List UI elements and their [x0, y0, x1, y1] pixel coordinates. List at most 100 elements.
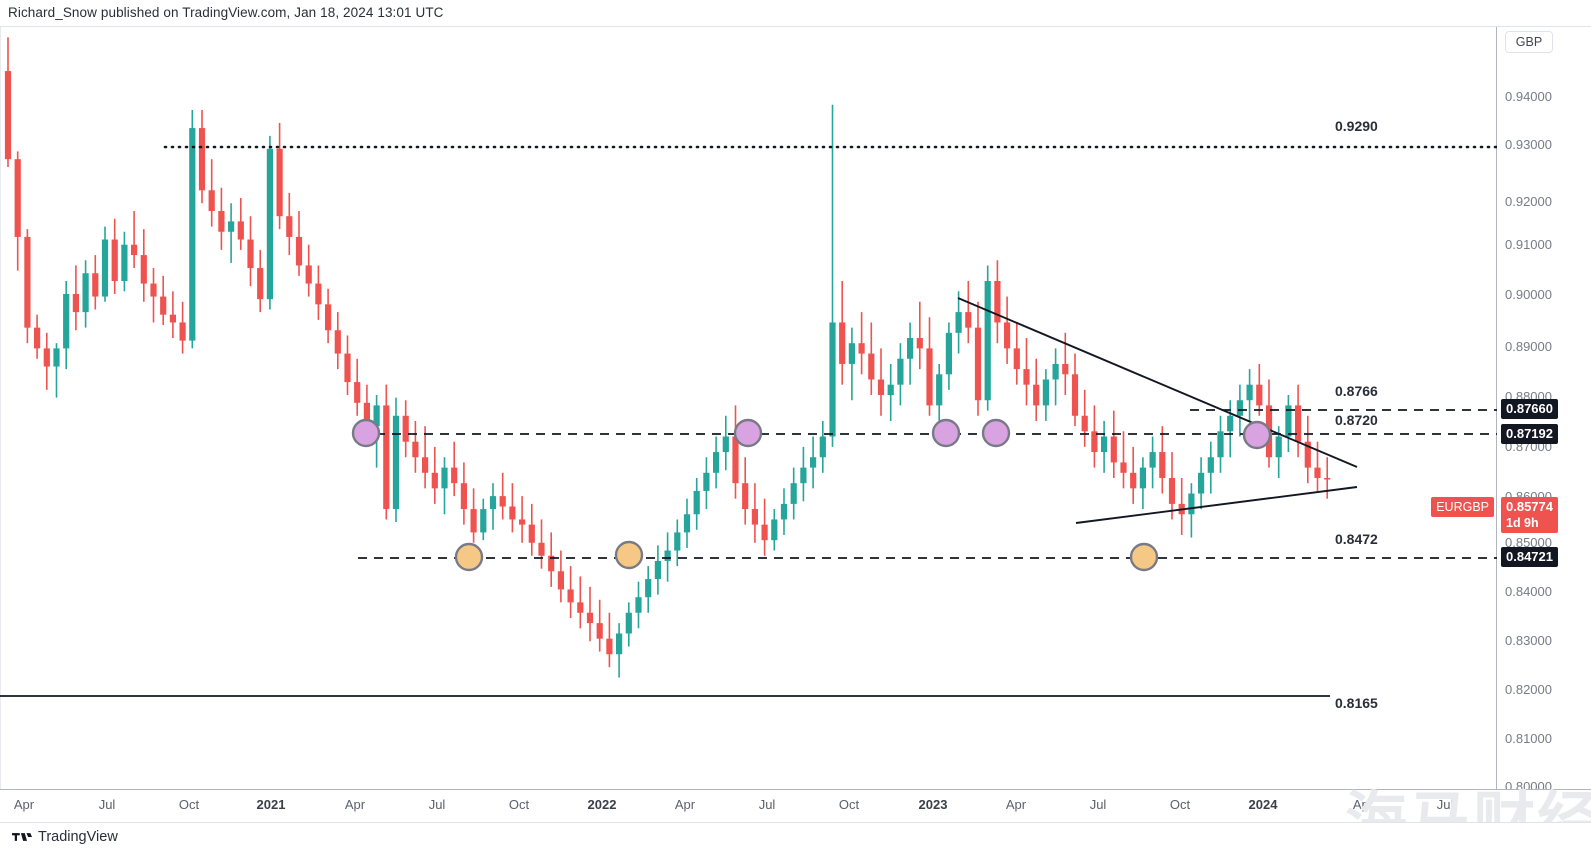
support-touch-2[interactable]: [614, 540, 644, 570]
candle-body: [1033, 384, 1040, 406]
level-label-08766: 0.8766: [1335, 383, 1378, 399]
candle-body: [1139, 467, 1146, 489]
support-touch-1[interactable]: [454, 542, 484, 572]
candle-body: [877, 379, 885, 396]
candle-body: [121, 244, 128, 281]
candle-body: [1120, 462, 1127, 473]
candle-body: [936, 374, 943, 406]
level-label-09290: 0.9290: [1335, 118, 1378, 134]
candle-body: [422, 457, 429, 473]
candle-body: [848, 343, 855, 364]
plot-right-border: [1496, 27, 1497, 789]
candle-body: [654, 560, 661, 580]
time-axis[interactable]: Apr Jul Oct 2021 Apr Jul Oct 2022 Apr Jul Oct 2023 A…: [0, 789, 1591, 822]
candle-body: [431, 472, 438, 489]
candle-body: [907, 338, 914, 359]
price-tick: 0.89000: [1505, 339, 1552, 354]
candle-body: [325, 304, 332, 331]
candle-body: [208, 190, 215, 212]
candle-body: [829, 322, 836, 437]
candle-body: [664, 550, 671, 561]
candle-body: [276, 148, 283, 217]
candle-body: [1081, 415, 1088, 432]
level-label-08472: 0.8472: [1335, 531, 1378, 547]
time-tick: Jul: [1436, 797, 1454, 812]
time-tick: Oct: [508, 797, 530, 812]
candle-body: [868, 353, 875, 380]
candle-body: [392, 415, 400, 510]
candle-body: [1295, 405, 1302, 442]
time-tick: Jul: [98, 797, 116, 812]
support-touch-3[interactable]: [1129, 542, 1159, 572]
candle-body: [1275, 436, 1282, 458]
time-tick: Apr: [1005, 797, 1027, 812]
candle-body: [218, 211, 225, 232]
time-tick: Jul: [758, 797, 776, 812]
price-tick: 0.81000: [1505, 731, 1552, 746]
candle-body: [771, 519, 778, 541]
time-tick: Apr: [13, 797, 35, 812]
time-tick: Oct: [838, 797, 860, 812]
candle-body: [92, 273, 99, 297]
candle-body: [4, 71, 12, 160]
candle-body: [354, 382, 361, 403]
candle-body: [616, 633, 623, 655]
candle-body: [586, 612, 594, 624]
footer-bar: TradingView: [0, 822, 1591, 857]
candle-body: [955, 312, 962, 333]
candle-body: [305, 265, 312, 284]
chart-plot-area[interactable]: [0, 27, 1497, 789]
resistance-touch-3[interactable]: [931, 418, 961, 448]
price-tick: 0.85000: [1505, 535, 1552, 550]
candle-body: [295, 236, 303, 266]
resistance-touch-4[interactable]: [981, 418, 1011, 448]
candle-body: [363, 402, 370, 427]
candle-body: [800, 467, 807, 484]
time-tick: Apr: [344, 797, 366, 812]
candle-body: [228, 221, 235, 232]
currency-button[interactable]: GBP: [1505, 31, 1553, 53]
candle-body: [1217, 431, 1224, 458]
resistance-touch-2[interactable]: [733, 418, 763, 448]
candle-body: [383, 405, 390, 510]
header-bar: Richard_Snow published on TradingView.co…: [0, 0, 1591, 27]
last-price-badge: 0.85774 1d 9h: [1501, 497, 1558, 533]
price-tick: 0.91000: [1505, 237, 1552, 252]
time-tick: Jul: [428, 797, 446, 812]
candle-body: [722, 436, 729, 453]
candle-body: [266, 148, 273, 300]
candle-body: [373, 405, 380, 427]
candle-body: [625, 612, 632, 634]
candle-body: [286, 216, 293, 237]
candle-body: [742, 483, 749, 510]
candle-body: [926, 348, 933, 406]
time-tick: Apr: [1352, 797, 1374, 812]
candle-body: [451, 467, 458, 484]
resistance-touch-1[interactable]: [351, 418, 381, 448]
candle-body: [82, 273, 89, 313]
candle-body: [1004, 322, 1011, 349]
level-label-08720: 0.8720: [1335, 412, 1378, 428]
candle-body: [412, 441, 419, 458]
candle-body: [257, 268, 264, 300]
candle-body: [179, 322, 186, 341]
candle-body: [780, 503, 788, 520]
candle-body: [538, 542, 545, 556]
candle-body: [198, 128, 206, 191]
tradingview-logo-text: TradingView: [38, 829, 118, 845]
price-tick: 0.82000: [1505, 682, 1552, 697]
tradingview-logo[interactable]: TradingView: [12, 829, 118, 845]
price-tick: 0.90000: [1505, 287, 1552, 302]
time-axis-divider: [0, 789, 1591, 790]
time-tick: 2022: [587, 797, 617, 812]
candle-body: [1246, 384, 1253, 401]
resistance-touch-5[interactable]: [1242, 420, 1272, 450]
price-axis[interactable]: GBP 0.94000 0.93000 0.92000 0.91000 0.90000 0…: [1497, 27, 1591, 794]
tradingview-logo-icon: [12, 833, 32, 841]
candle-body: [111, 239, 118, 281]
candle-body: [43, 348, 50, 367]
price-tick: 0.93000: [1505, 137, 1552, 152]
candle-body: [489, 496, 497, 510]
level-price-badge: 0.84721: [1501, 547, 1558, 567]
bar-countdown: 1d 9h: [1506, 516, 1539, 530]
